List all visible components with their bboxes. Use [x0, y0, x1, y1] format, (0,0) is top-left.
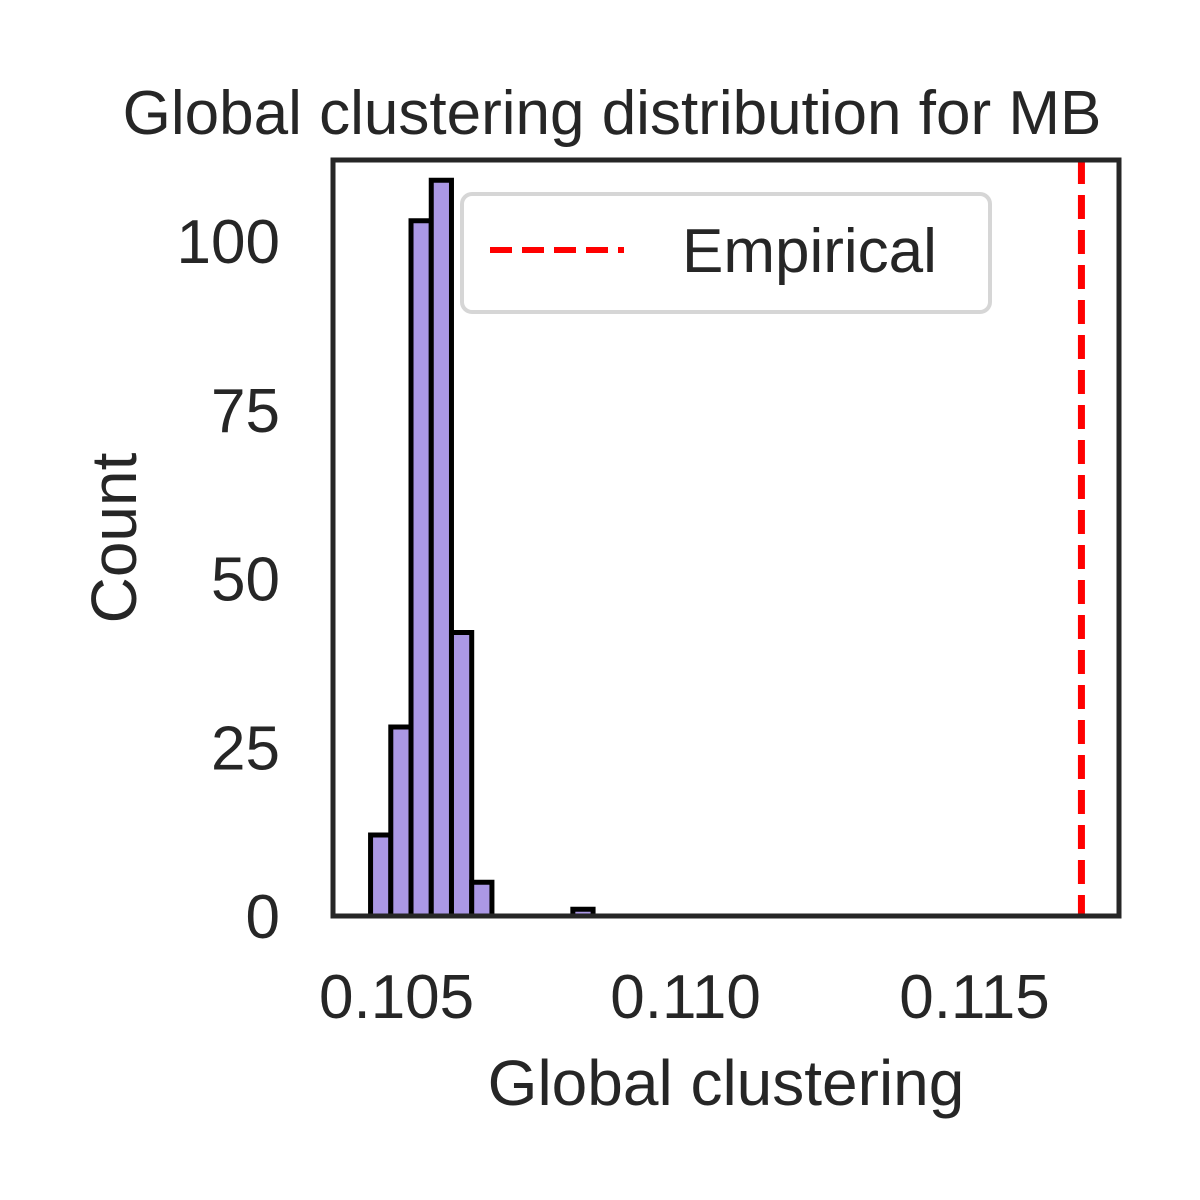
y-tick-label: 0: [246, 883, 280, 952]
y-tick-label: 25: [211, 714, 280, 783]
histogram-bar: [448, 630, 475, 919]
histogram-bar: [428, 177, 454, 919]
legend-box: [460, 192, 992, 314]
x-tick-label: 0.110: [610, 963, 761, 1032]
histogram-bar: [408, 218, 434, 919]
histogram-bar: [469, 879, 495, 919]
histogram-bar: [388, 724, 414, 919]
y-axis-label: Count: [78, 452, 150, 623]
legend: Empirical: [460, 192, 992, 314]
y-tick-label: 100: [177, 208, 280, 277]
y-tick-labels: 0 25 50 75 100: [177, 208, 280, 952]
plot-frame: [330, 157, 1122, 919]
histogram-bar: [368, 832, 394, 919]
x-tick-label: 0.115: [899, 963, 1050, 1032]
y-tick-label: 75: [211, 377, 280, 446]
chart-title: Global clustering distribution for MB: [123, 79, 1102, 148]
x-tick-labels: 0.105 0.110 0.115: [319, 963, 1050, 1032]
bars-layer: [368, 177, 596, 919]
x-axis-label: Global clustering: [488, 1047, 965, 1119]
y-tick-label: 50: [211, 546, 280, 615]
x-tick-label: 0.105: [319, 963, 474, 1032]
legend-label-empirical: Empirical: [682, 217, 937, 286]
